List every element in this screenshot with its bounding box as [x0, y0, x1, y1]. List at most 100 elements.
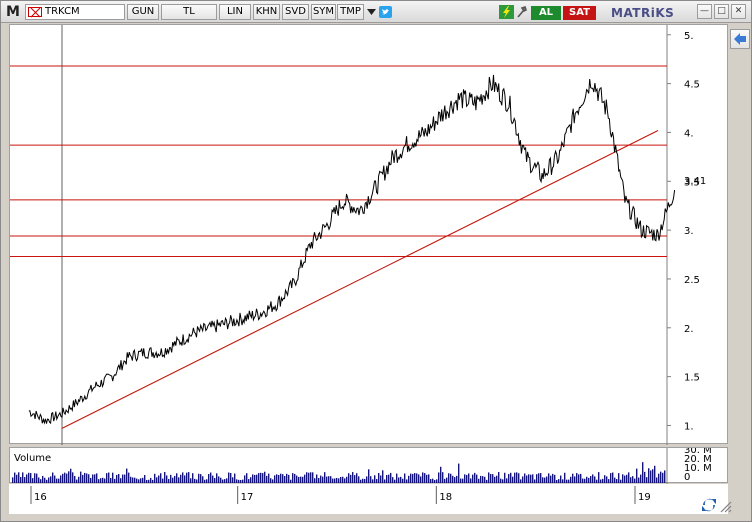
volume-bar [238, 479, 240, 483]
volume-bar [354, 475, 356, 483]
volume-bar [82, 474, 84, 483]
volume-bar [552, 473, 554, 483]
volume-bar [24, 477, 26, 483]
volume-bar [448, 473, 450, 483]
volume-bar [560, 475, 562, 483]
period-button[interactable]: GUN [127, 4, 159, 20]
volume-bar [432, 478, 434, 483]
price-chart-pane[interactable]: 5. 4.5 4. 3.5 3. 2.5 2. 1.5 1. 3.41 [9, 24, 728, 445]
volume-bar [366, 476, 368, 483]
volume-bar [292, 473, 294, 483]
volume-bar [616, 479, 618, 483]
side-panel [728, 24, 751, 514]
volume-bar [124, 474, 126, 483]
tmp-button[interactable]: TMP [337, 4, 364, 20]
maximize-icon[interactable]: □ [714, 4, 729, 19]
volume-bar [528, 474, 530, 483]
volume-bar [456, 475, 458, 483]
volume-bar [442, 472, 444, 483]
scale-button[interactable]: LIN [219, 4, 251, 20]
volume-bar [176, 473, 178, 483]
close-icon[interactable]: ✕ [731, 4, 746, 19]
twitter-icon[interactable] [378, 5, 393, 19]
volume-bar [586, 476, 588, 483]
volume-bar [384, 479, 386, 483]
volume-bar [212, 475, 214, 483]
volume-bar [218, 476, 220, 483]
volume-bar [644, 471, 646, 483]
volume-bar [648, 468, 650, 483]
volume-bar [316, 474, 318, 483]
volume-bar [326, 476, 328, 483]
volume-bar [540, 473, 542, 483]
y-tick-label: 3.5 [684, 177, 700, 188]
volume-bar [190, 478, 192, 483]
volume-bar [220, 477, 222, 483]
sym-button[interactable]: SYM [311, 4, 336, 20]
volume-bar [48, 477, 50, 483]
volume-bar [388, 474, 390, 483]
volume-bar [558, 479, 560, 483]
volume-bar [530, 474, 532, 483]
y-tick-label: 4.5 [684, 80, 700, 91]
volume-bar [630, 477, 632, 483]
volume-bar [52, 472, 54, 483]
volume-bar [656, 477, 658, 483]
volume-bar [360, 479, 362, 483]
svd-button[interactable]: SVD [282, 4, 309, 20]
volume-bar [526, 475, 528, 483]
volume-bar [272, 479, 274, 483]
volume-bar [598, 472, 600, 483]
minimize-icon[interactable]: — [697, 4, 712, 19]
date-axis: 16 17 18 19 [9, 484, 728, 514]
buy-button[interactable]: AL [531, 6, 561, 20]
y-tick-label: 3. [684, 226, 694, 237]
dropdown-arrow-icon[interactable] [364, 5, 379, 19]
volume-bar [380, 475, 382, 483]
volume-bar [466, 474, 468, 483]
currency-button[interactable]: TL [161, 4, 217, 20]
settings-icon[interactable] [514, 5, 529, 19]
volume-bar [362, 478, 364, 483]
volume-bar [254, 474, 256, 483]
volume-bar [72, 472, 74, 483]
volume-bar [170, 474, 172, 483]
y-tick-label: 2. [684, 324, 694, 335]
volume-bar [14, 472, 16, 483]
sync-icon[interactable] [699, 495, 719, 515]
date-axis-chart: 16 17 18 19 [30, 486, 651, 504]
volume-bar [426, 474, 428, 483]
menu-logo-button[interactable]: M [6, 4, 20, 20]
sell-button[interactable]: SAT [563, 6, 596, 20]
volume-bar [182, 472, 184, 483]
volume-bar [474, 472, 476, 483]
volume-bar [314, 478, 316, 483]
volume-bar [228, 472, 230, 483]
brand-logo: MATRiKS [611, 6, 675, 20]
symbol-selector[interactable]: TRKCM [25, 4, 125, 20]
volume-bar [306, 472, 308, 483]
volume-bar [342, 476, 344, 483]
volume-bar [518, 473, 520, 483]
volume-bar [504, 472, 506, 483]
refresh-icon[interactable] [499, 5, 514, 19]
volume-bar [634, 478, 636, 483]
volume-bar [244, 475, 246, 483]
y-tick-label: 1.5 [684, 373, 700, 384]
volume-bar [446, 477, 448, 483]
volume-bar [462, 478, 464, 483]
volume-bar [268, 473, 270, 483]
volume-bar [574, 476, 576, 483]
volume-bar [650, 470, 652, 483]
volume-bar [298, 476, 300, 483]
volume-bar [258, 473, 260, 483]
volume-bar [210, 472, 212, 483]
volume-bar [548, 473, 550, 483]
resize-grip-icon[interactable] [719, 499, 733, 513]
flag-icon [28, 7, 42, 17]
khn-button[interactable]: KHN [253, 4, 280, 20]
volume-bar [80, 471, 82, 483]
back-arrow-icon[interactable] [730, 29, 750, 49]
volume-bar [224, 479, 226, 483]
